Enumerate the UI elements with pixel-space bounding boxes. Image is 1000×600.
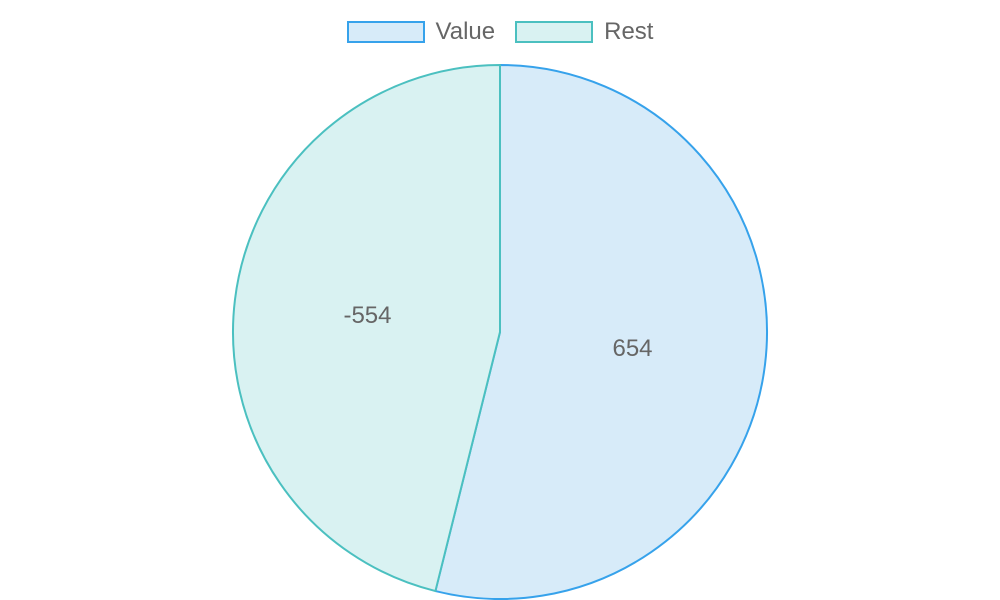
legend-swatch-rest — [515, 21, 594, 43]
pie-slice-rest[interactable] — [232, 64, 501, 593]
legend-item-value[interactable]: Value — [346, 18, 496, 45]
legend-swatch-value — [346, 21, 425, 43]
data-label-value: 654 — [612, 335, 652, 362]
legend-item-rest[interactable]: Rest — [515, 20, 653, 44]
chart-legend: Value Rest — [0, 18, 1000, 46]
legend-label-value: Value — [435, 18, 496, 45]
data-label-rest: -554 — [343, 302, 391, 329]
pie-labels: 654 -554 — [343, 302, 652, 362]
pie-slices — [232, 64, 768, 600]
pie-slice-value[interactable] — [434, 64, 768, 600]
legend-label-rest: Rest — [604, 18, 654, 45]
